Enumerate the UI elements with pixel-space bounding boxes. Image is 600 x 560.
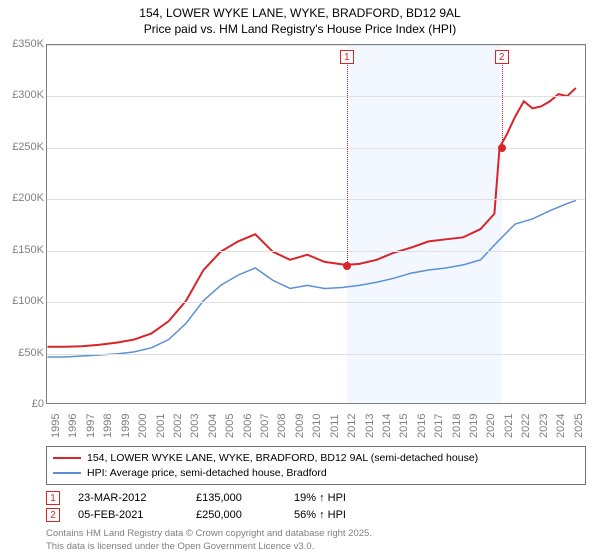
sale-flag-2: 2: [46, 508, 60, 522]
sales-row-2: 2 05-FEB-2021 £250,000 56% ↑ HPI: [46, 508, 586, 522]
gridline: [47, 354, 585, 355]
sales-row-1: 1 23-MAR-2012 £135,000 19% ↑ HPI: [46, 491, 586, 505]
sale-drop-line: [347, 63, 348, 266]
sale-delta-2: 56% ↑ HPI: [294, 509, 346, 521]
line-layer: [47, 45, 585, 403]
legend: 154, LOWER WYKE LANE, WYKE, BRADFORD, BD…: [46, 446, 586, 553]
sale-flag: 1: [340, 50, 354, 64]
y-tick-label: £100K: [4, 295, 44, 307]
chart-title: 154, LOWER WYKE LANE, WYKE, BRADFORD, BD…: [0, 0, 600, 37]
sale-marker-dot: [343, 262, 351, 270]
sale-marker-dot: [498, 144, 506, 152]
legend-series-box: 154, LOWER WYKE LANE, WYKE, BRADFORD, BD…: [46, 446, 586, 485]
sales-table: 1 23-MAR-2012 £135,000 19% ↑ HPI 2 05-FE…: [46, 491, 586, 522]
sale-flag-1: 1: [46, 491, 60, 505]
footer-line1: Contains HM Land Registry data © Crown c…: [46, 528, 586, 540]
footer: Contains HM Land Registry data © Crown c…: [46, 528, 586, 553]
series-hpi: [48, 200, 576, 357]
sale-date-1: 23-MAR-2012: [78, 492, 178, 504]
legend-label-hpi: HPI: Average price, semi-detached house,…: [87, 466, 327, 481]
y-tick-label: £50K: [4, 347, 44, 359]
legend-row-hpi: HPI: Average price, semi-detached house,…: [53, 466, 579, 481]
series-price_paid: [48, 88, 576, 347]
sale-date-2: 05-FEB-2021: [78, 509, 178, 521]
gridline: [47, 302, 585, 303]
legend-swatch-hpi: [53, 472, 81, 474]
chart-container: 154, LOWER WYKE LANE, WYKE, BRADFORD, BD…: [0, 0, 600, 560]
y-tick-label: £250K: [4, 141, 44, 153]
legend-label-price-paid: 154, LOWER WYKE LANE, WYKE, BRADFORD, BD…: [87, 451, 478, 466]
footer-line2: This data is licensed under the Open Gov…: [46, 541, 586, 553]
title-line2: Price paid vs. HM Land Registry's House …: [0, 22, 600, 38]
legend-row-price-paid: 154, LOWER WYKE LANE, WYKE, BRADFORD, BD…: [53, 451, 579, 466]
plot-area: 12: [46, 44, 586, 404]
sale-delta-1: 19% ↑ HPI: [294, 492, 346, 504]
y-tick-label: £0: [4, 398, 44, 410]
sale-drop-line: [502, 63, 503, 148]
sale-flag: 2: [495, 50, 509, 64]
legend-swatch-price-paid: [53, 457, 81, 459]
y-tick-label: £200K: [4, 192, 44, 204]
gridline: [47, 96, 585, 97]
gridline: [47, 199, 585, 200]
y-tick-label: £300K: [4, 89, 44, 101]
gridline: [47, 45, 585, 46]
y-tick-label: £150K: [4, 244, 44, 256]
sale-price-2: £250,000: [196, 509, 276, 521]
title-line1: 154, LOWER WYKE LANE, WYKE, BRADFORD, BD…: [0, 6, 600, 22]
y-tick-label: £350K: [4, 38, 44, 50]
sale-price-1: £135,000: [196, 492, 276, 504]
gridline: [47, 251, 585, 252]
